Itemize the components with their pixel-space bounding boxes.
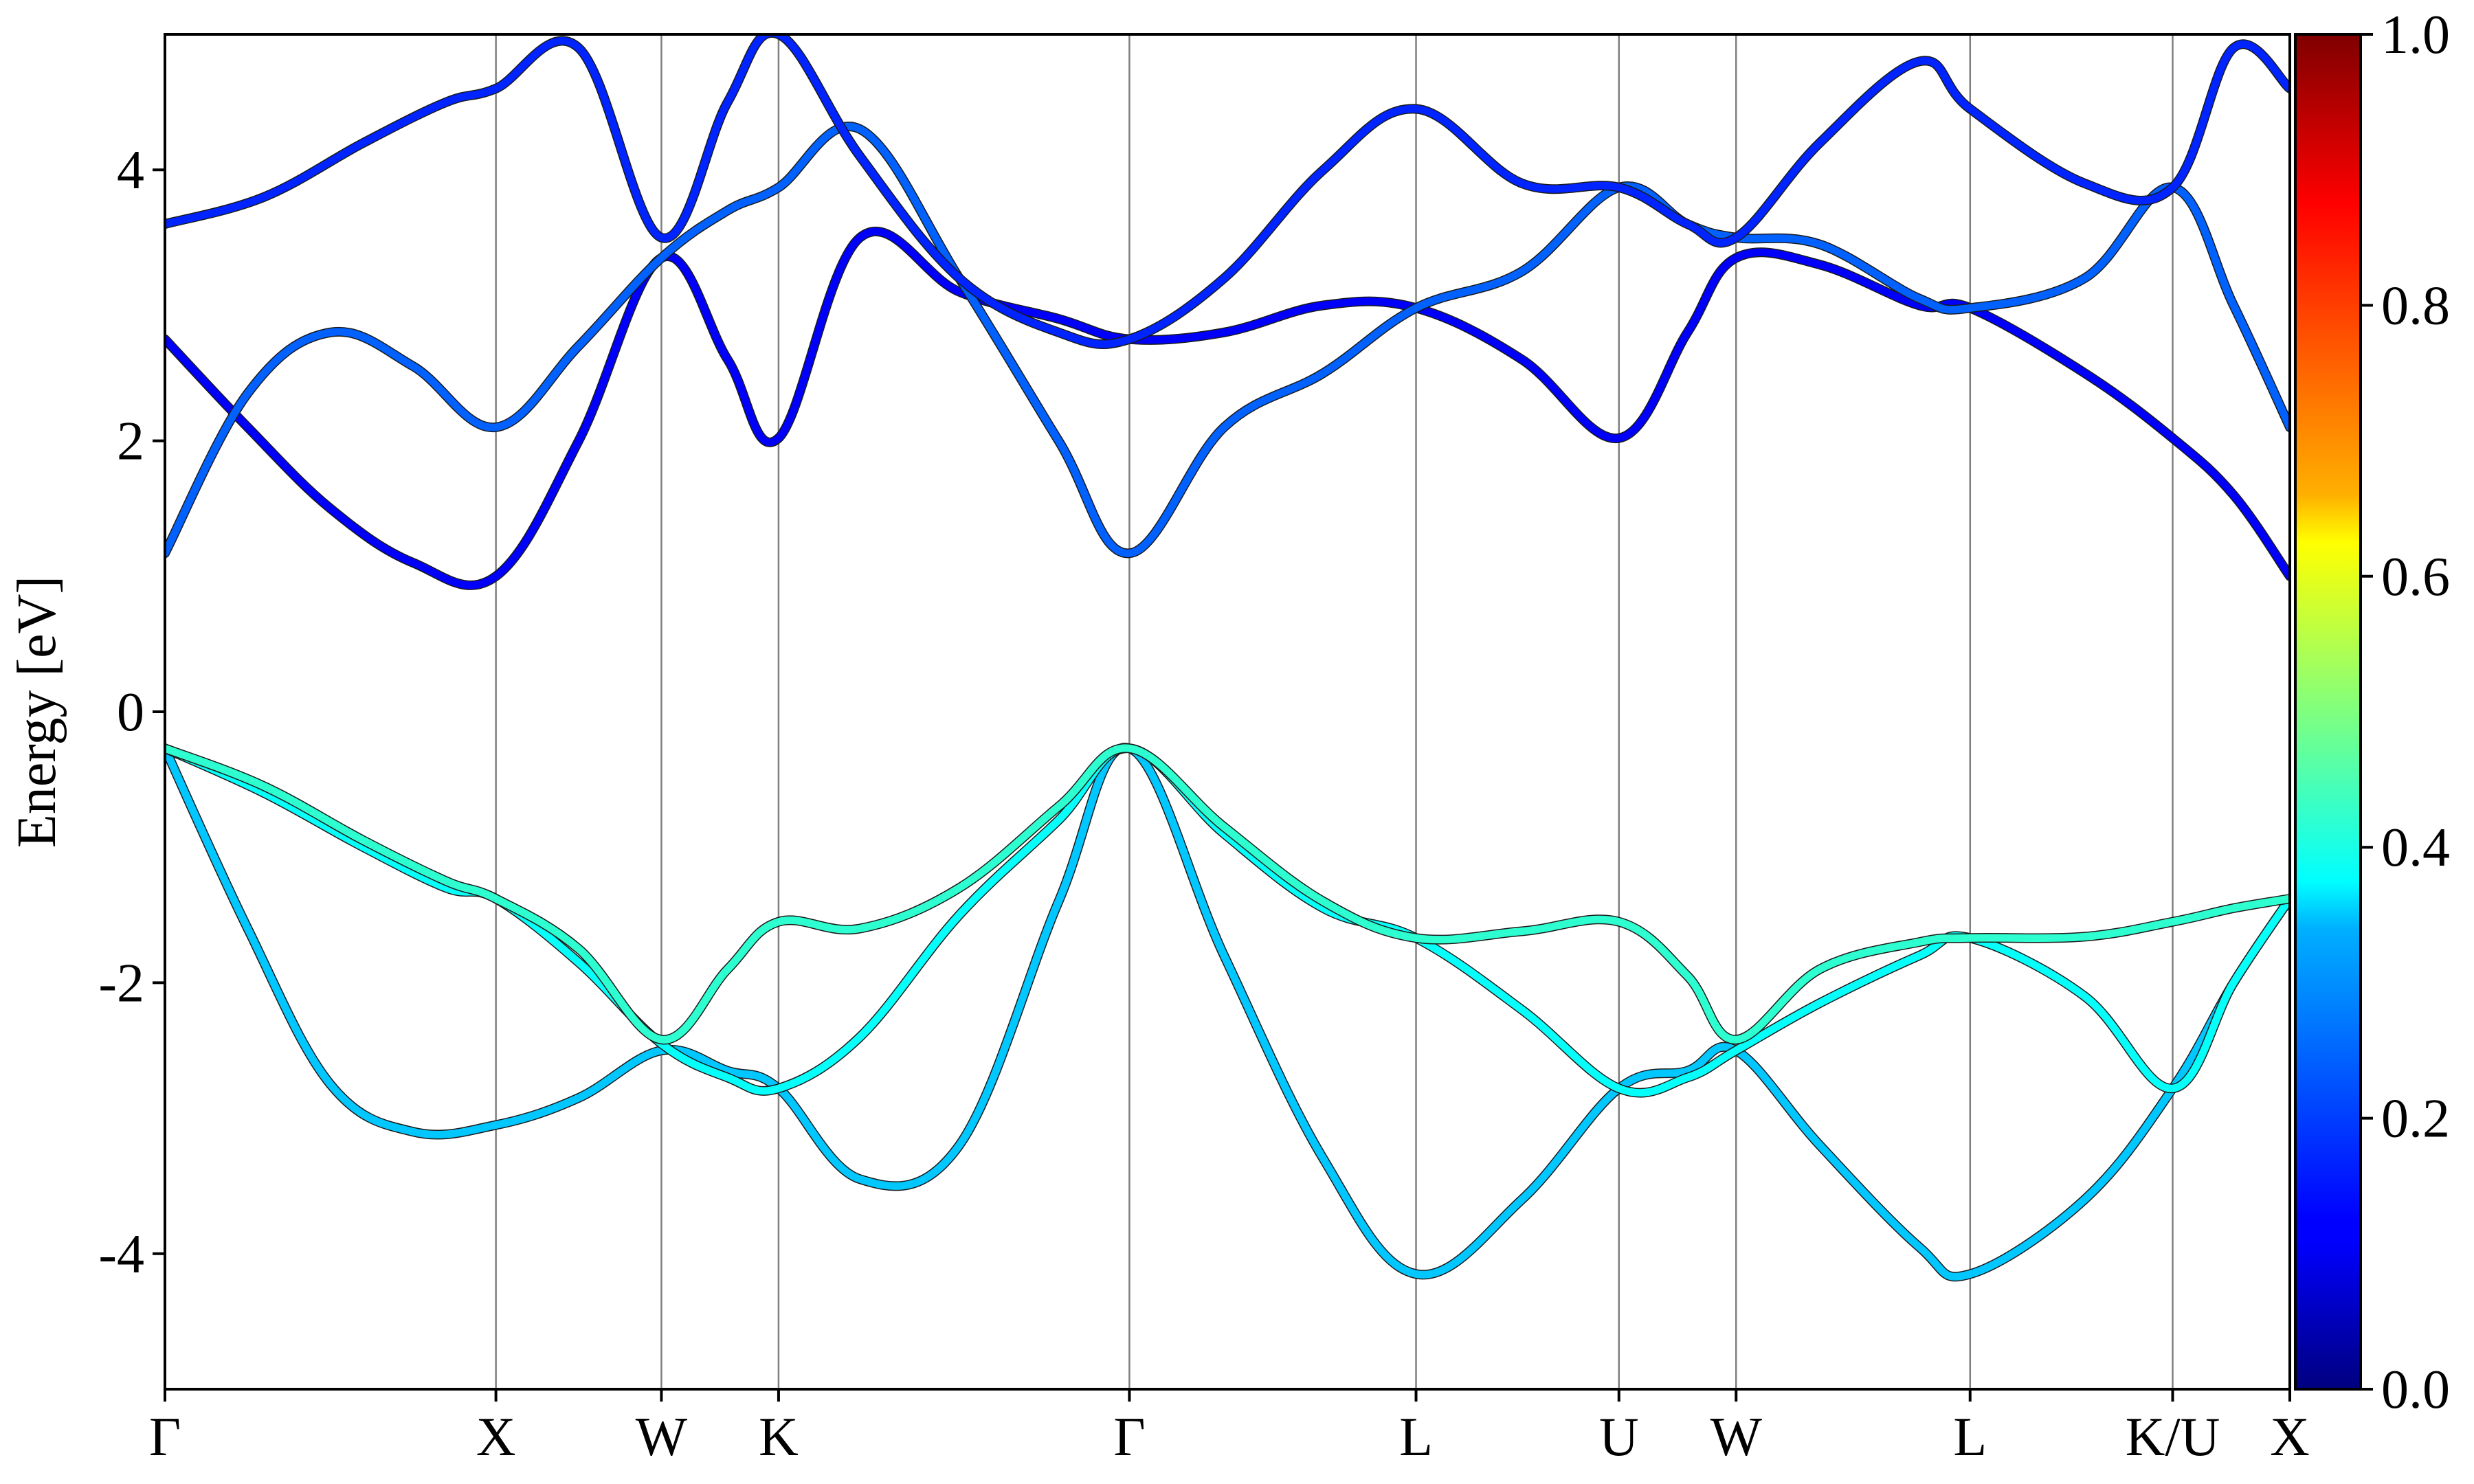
plot-frame xyxy=(164,33,2291,1391)
colorbar-tick-label: 0.8 xyxy=(2381,276,2450,336)
colorbar xyxy=(2294,33,2362,1391)
band-line xyxy=(165,227,2290,589)
colorbar-tick-label: 0.4 xyxy=(2381,818,2450,878)
y-tick-label: -4 xyxy=(98,1224,144,1285)
x-tick-label: K xyxy=(759,1407,799,1468)
colorbar-tick-label: 0.0 xyxy=(2381,1360,2450,1420)
y-axis-label: Energy [eV] xyxy=(7,576,67,848)
bands xyxy=(165,34,2290,1282)
y-axis-ticks: -4 -2 0 2 4 xyxy=(98,140,165,1285)
colorbar-tick-label: 0.6 xyxy=(2381,547,2450,607)
x-axis-ticks: Γ X W K Γ L U W L K/U X xyxy=(149,1389,2310,1468)
x-tick-label: U xyxy=(1599,1407,1639,1468)
band-outline xyxy=(165,227,2290,590)
y-tick-label: 2 xyxy=(117,412,144,472)
colorbar-tick-label: 1.0 xyxy=(2381,5,2450,65)
y-tick-label: 4 xyxy=(117,140,144,201)
y-tick-label: -2 xyxy=(98,953,144,1013)
x-tick-label: Γ xyxy=(149,1407,181,1468)
x-tick-label: L xyxy=(1953,1407,1987,1468)
x-tick-label: W xyxy=(1710,1407,1762,1468)
y-tick-label: 0 xyxy=(117,682,144,743)
x-tick-label: L xyxy=(1399,1407,1433,1468)
x-tick-label: X xyxy=(2270,1407,2310,1468)
band-line xyxy=(165,744,2290,1097)
x-tick-label: K/U xyxy=(2126,1407,2220,1468)
x-tick-label: W xyxy=(636,1407,688,1468)
colorbar-ticks: 0.0 0.2 0.4 0.6 0.8 1.0 xyxy=(2361,5,2450,1420)
x-tick-label: X xyxy=(476,1407,516,1468)
band-line xyxy=(165,743,2290,1281)
colorbar-tick-label: 0.2 xyxy=(2381,1089,2450,1149)
band-line xyxy=(165,122,2290,557)
band-outline xyxy=(165,34,2290,350)
band-outline xyxy=(165,122,2290,559)
band-line xyxy=(165,34,2290,348)
x-tick-label: Γ xyxy=(1113,1407,1145,1468)
band-line xyxy=(165,744,2290,1044)
band-outline xyxy=(165,743,2290,1098)
